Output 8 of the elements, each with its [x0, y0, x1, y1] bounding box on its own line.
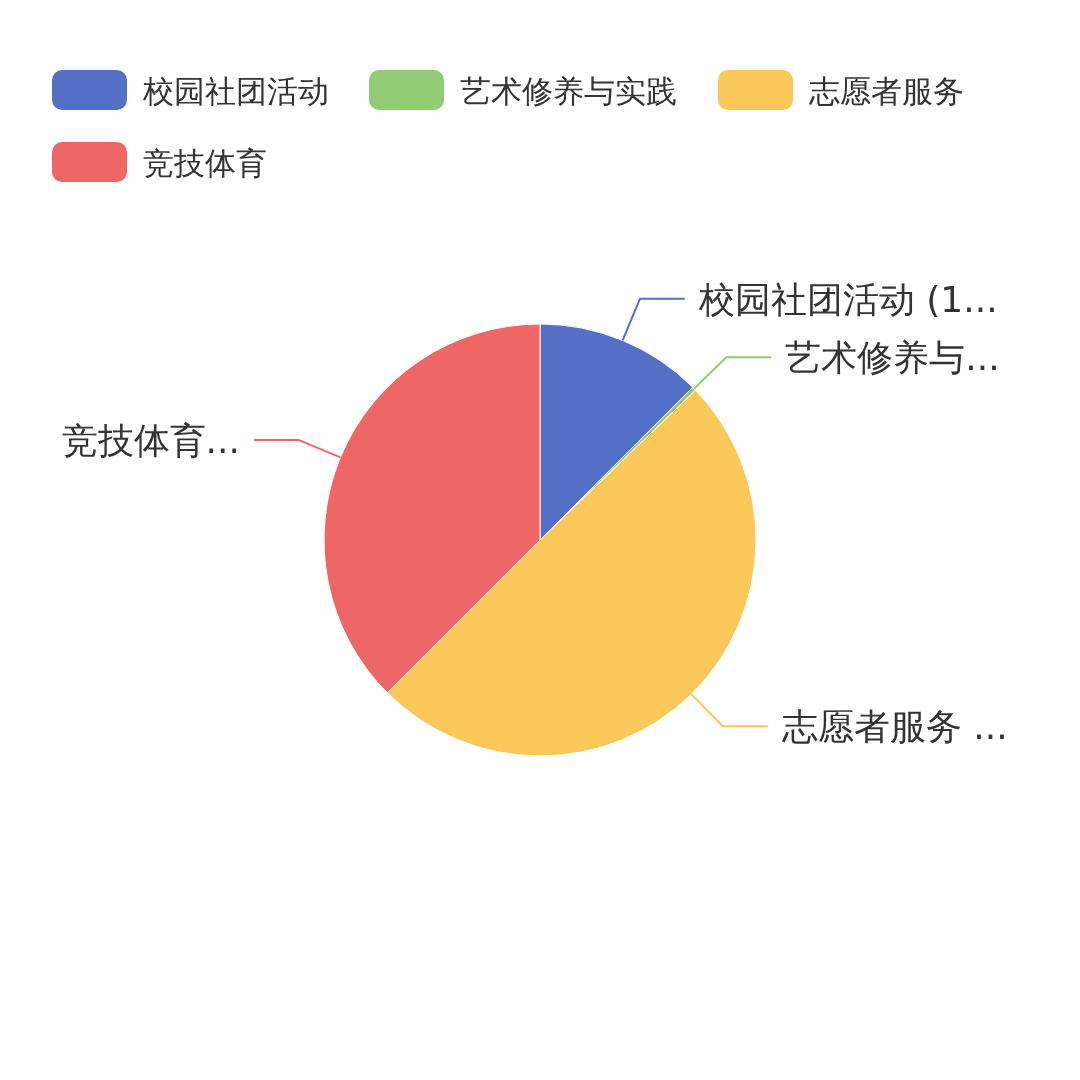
legend-label: 艺术修养与实践: [460, 73, 677, 109]
legend-label: 志愿者服务: [809, 73, 964, 109]
legend-label: 竞技体育: [143, 145, 267, 181]
data-label: 艺术修养与...: [785, 337, 1000, 379]
data-label: 校园社团活动 (1...: [697, 278, 998, 320]
legend-label: 校园社团活动: [142, 73, 329, 109]
data-label: 竞技体育...: [61, 420, 240, 462]
data-label: 志愿者服务 ...: [781, 706, 1008, 748]
